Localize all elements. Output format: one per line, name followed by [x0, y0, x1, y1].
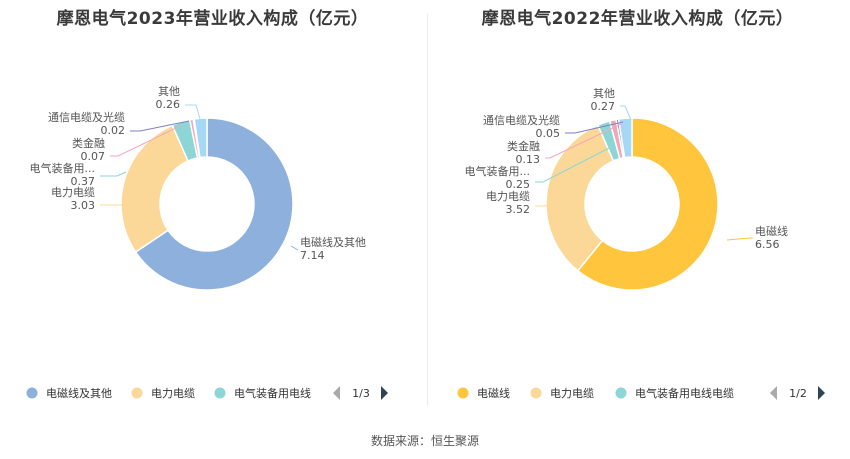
- slice-label-value: 0.07: [81, 150, 106, 163]
- donut-slices: [545, 117, 719, 291]
- leader-line: [130, 120, 190, 132]
- slice-label-name: 其他: [158, 85, 180, 98]
- donut-chart-2022: 电磁线6.56电力电缆3.52电气装备用...0.25类金融0.13通信电缆及光…: [457, 87, 825, 400]
- chart-panel-2022: 摩恩电气2022年营业收入构成（亿元） 电磁线 6.56 电力电缆 3.52 电气装备用…: [425, 0, 850, 420]
- chart-panel-2023: 摩恩电气2023年营业收入构成（亿元） 电磁线及其他 7.14 电力电缆 3.03 电气…: [0, 0, 425, 420]
- panel-divider: [427, 14, 428, 406]
- slice-label-name: 类金融: [72, 136, 105, 150]
- legend-label: 电气装备用电线电缆: [635, 386, 734, 400]
- slice-label-name: 通信电缆及光缆: [48, 110, 125, 124]
- leader-line: [620, 105, 632, 121]
- leader-line: [185, 104, 201, 120]
- data-source-note: 数据来源：恒生聚源: [370, 434, 479, 448]
- chart-title: 摩恩电气2023年营业收入构成（亿元）: [56, 9, 369, 29]
- slice-6[interactable]: [193, 117, 208, 159]
- slice-label-name: 电磁线及其他: [300, 235, 366, 249]
- slice-label-value: 7.14: [300, 249, 325, 262]
- leader-line: [726, 237, 753, 241]
- slice-label-value: 3.03: [71, 199, 96, 212]
- legend: 电磁线 电力电缆 电气装备用电线电缆 1/2: [457, 386, 825, 400]
- legend-item[interactable]: 电气装备用电线: [214, 386, 312, 400]
- leader-line: [110, 125, 181, 157]
- legend-label: 电磁线: [477, 386, 510, 400]
- legend-next-icon[interactable]: [381, 386, 388, 400]
- slice-label-value: 0.02: [101, 124, 126, 137]
- slice-label-name: 其他: [593, 87, 615, 100]
- legend-prev-icon[interactable]: [333, 386, 340, 400]
- slice-label-value: 3.52: [506, 203, 531, 216]
- legend-page-indicator: 1/2: [789, 387, 807, 400]
- slice-label-value: 0.05: [536, 127, 561, 140]
- legend-page-indicator: 1/3: [352, 387, 370, 400]
- legend-marker: [457, 387, 469, 399]
- legend-marker: [530, 387, 542, 399]
- chart-title: 摩恩电气2022年营业收入构成（亿元）: [481, 9, 794, 29]
- legend-label: 电磁线及其他: [46, 386, 112, 400]
- slice-label-value: 6.56: [755, 238, 780, 251]
- slice-label-value: 0.13: [516, 153, 541, 166]
- slice-label-name: 类金融: [507, 139, 540, 153]
- legend-item[interactable]: 电磁线及其他: [26, 386, 113, 400]
- legend-label: 电力电缆: [151, 387, 195, 400]
- legend-label: 电力电缆: [550, 387, 594, 400]
- leader-line: [565, 121, 624, 134]
- legend-marker: [615, 387, 627, 399]
- legend-label: 电气装备用电线: [234, 386, 311, 400]
- legend-next-icon[interactable]: [818, 386, 825, 400]
- legend-item[interactable]: 电气装备用电线电缆: [615, 386, 735, 400]
- legend-marker: [214, 387, 226, 399]
- legend-marker: [131, 387, 143, 399]
- slice-label-name: 电力电缆: [51, 186, 95, 199]
- slice-6[interactable]: [617, 117, 633, 159]
- slice-label-name: 电磁线: [755, 224, 788, 238]
- slice-1[interactable]: [134, 117, 294, 291]
- slice-label-name: 电气装备用...: [465, 164, 531, 178]
- legend: 电磁线及其他 电力电缆 电气装备用电线 1/3: [26, 386, 388, 400]
- leader-line: [545, 123, 622, 159]
- slice-2[interactable]: [120, 124, 190, 254]
- legend-item[interactable]: 电磁线: [457, 386, 511, 400]
- leader-line: [100, 171, 127, 177]
- slice-label-value: 0.37: [71, 175, 96, 188]
- slice-label-name: 电力电缆: [486, 190, 530, 203]
- slice-label-name: 电气装备用...: [30, 161, 96, 175]
- leader-line: [290, 245, 299, 251]
- legend-item[interactable]: 电力电缆: [530, 387, 595, 400]
- legend-prev-icon[interactable]: [770, 386, 777, 400]
- slice-label-value: 0.26: [156, 98, 181, 111]
- slice-1[interactable]: [576, 117, 719, 291]
- donut-slices: [120, 117, 294, 291]
- legend-item[interactable]: 电力电缆: [131, 387, 196, 400]
- leader-line: [535, 144, 616, 183]
- slice-label-value: 0.27: [591, 100, 616, 113]
- donut-chart-2023: 电磁线及其他7.14电力电缆3.03电气装备用...0.37类金融0.07通信电…: [26, 85, 388, 400]
- slice-2[interactable]: [545, 124, 615, 272]
- slice-label-name: 通信电缆及光缆: [483, 113, 560, 127]
- leader-line: [535, 204, 560, 207]
- slice-label-value: 0.25: [506, 178, 531, 191]
- legend-marker: [26, 387, 38, 399]
